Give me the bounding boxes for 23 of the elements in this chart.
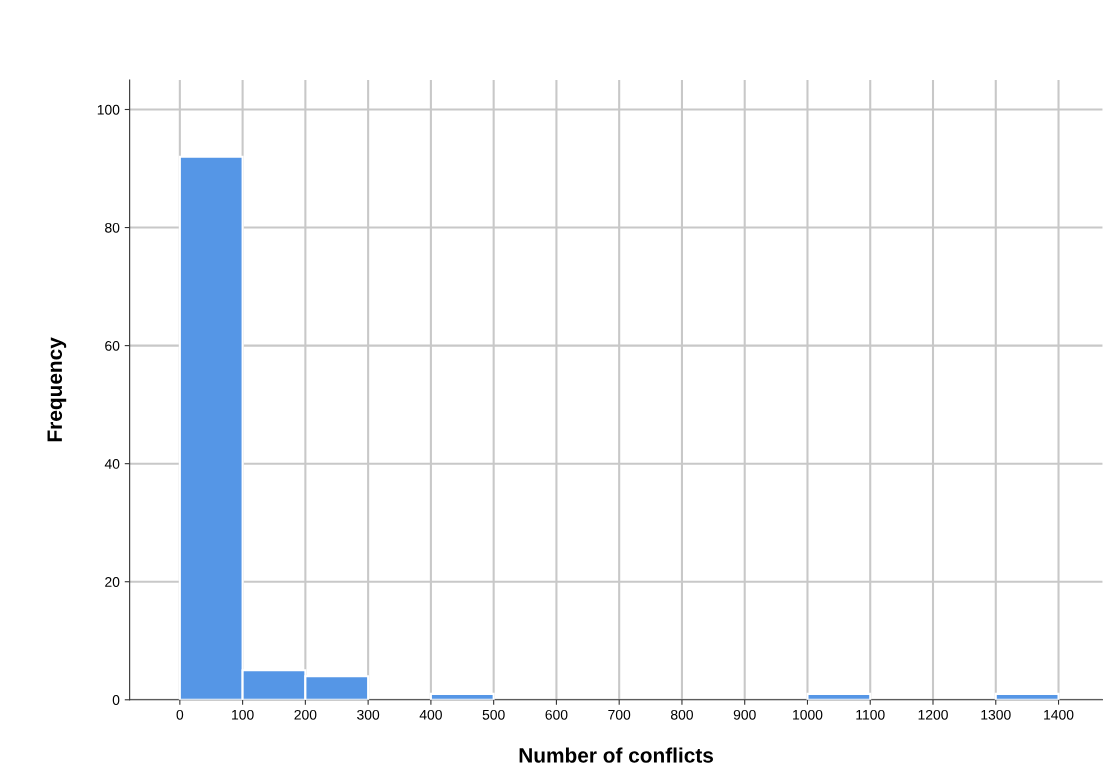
x-tick-label: 1300 (981, 709, 1011, 720)
y-tick-label: 20 (105, 577, 120, 587)
y-tick-label: 60 (105, 340, 120, 351)
x-tick-label: 900 (733, 709, 756, 720)
x-tick-label: 1200 (918, 709, 948, 720)
x-tick-label: 400 (419, 709, 442, 720)
y-tick-label: 80 (105, 222, 120, 233)
y-axis-title: Frequency (47, 337, 67, 442)
x-axis-title: Number of conflicts (519, 747, 714, 763)
x-tick-label: 500 (482, 709, 505, 720)
x-tick-label: 300 (357, 709, 380, 720)
x-tick-label: 0 (176, 709, 184, 720)
x-tick-label: 200 (294, 709, 317, 720)
x-tick-label: 600 (545, 709, 568, 720)
y-tick-label: 40 (104, 459, 120, 469)
x-tick-label: 800 (670, 709, 693, 720)
y-tick-label: 0 (112, 695, 120, 705)
x-tick-label: 700 (608, 709, 631, 720)
y-tick-label: 100 (97, 104, 120, 115)
x-tick-label: 1400 (1044, 709, 1074, 720)
x-tick-label: 1100 (856, 709, 885, 720)
x-tick-label: 100 (232, 709, 254, 720)
x-tick-label: 1000 (793, 709, 823, 720)
